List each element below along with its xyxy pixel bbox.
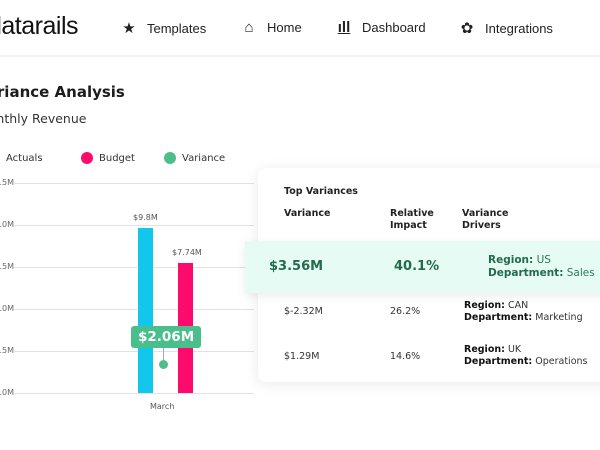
y-tick-label: 0.0M <box>0 388 14 397</box>
legend-label: Budget <box>99 152 135 164</box>
department-label: Department: <box>464 312 533 323</box>
variance-data-label: $2.06M <box>131 326 202 349</box>
legend-swatch <box>164 152 176 164</box>
drivers-cell: Region: UK Department: Operations <box>464 344 587 368</box>
page-title: Variance Analysis <box>0 83 125 101</box>
nav-dashboard[interactable]: ıll Dashboard <box>336 19 426 36</box>
gridline <box>14 351 254 352</box>
legend-actuals[interactable]: Actuals <box>0 152 43 164</box>
impact-cell: 14.6% <box>390 351 421 362</box>
region-value: CAN <box>507 300 529 311</box>
legend-variance[interactable]: Variance <box>164 152 225 164</box>
chart-subtitle: Monthly Revenue <box>0 111 87 126</box>
legend-label: Variance <box>182 152 226 164</box>
variance-point <box>159 360 168 370</box>
nav-label: Dashboard <box>362 20 426 35</box>
department-value: Sales <box>566 267 595 279</box>
col-header: Variance <box>284 208 331 219</box>
department-value: Marketing <box>535 312 583 323</box>
drivers-cell: Region: US Department: Sales <box>488 254 595 280</box>
top-navbar: datarails ★ Templates ⌂ Home ıll Dashboa… <box>0 0 600 57</box>
impact-cell: 26.2% <box>390 306 421 317</box>
card-title: Top Variances <box>284 186 358 197</box>
gridline <box>14 225 254 226</box>
x-tick-label: March <box>150 402 175 411</box>
impact-cell: 40.1% <box>394 259 440 274</box>
y-tick-label: 5.0M <box>0 304 14 313</box>
col-header: Variance Drivers <box>462 208 509 231</box>
variance-connector <box>163 346 164 361</box>
highlighted-variance-row[interactable]: $3.56M 40.1% Region: US Department: Sale… <box>245 241 600 293</box>
region-label: Region: <box>464 300 505 311</box>
department-value: Operations <box>535 356 588 367</box>
gridline <box>14 309 254 310</box>
y-tick-label: 12.5M <box>0 178 14 187</box>
gridline <box>14 267 254 268</box>
department-label: Department: <box>464 356 533 367</box>
nav-label: Home <box>267 20 302 35</box>
region-value: US <box>536 254 551 266</box>
department-label: Department: <box>488 267 564 279</box>
variance-cell: $3.56M <box>269 259 324 274</box>
bar-chart-icon: ıll <box>337 19 351 36</box>
nav-integrations[interactable]: ✿ Integrations <box>459 19 553 37</box>
variance-cell: $1.29M <box>284 351 320 362</box>
region-label: Region: <box>464 344 505 355</box>
nav-home[interactable]: ⌂ Home <box>241 19 302 36</box>
home-icon: ⌂ <box>244 19 254 36</box>
region-value: UK <box>507 344 522 355</box>
legend-budget[interactable]: Budget <box>81 152 135 164</box>
gridline <box>14 393 254 394</box>
variance-cell: $-2.32M <box>284 306 323 317</box>
legend-swatch <box>81 152 93 164</box>
gridline <box>14 183 254 184</box>
bar-label-actuals: $9.8M <box>133 213 158 223</box>
col-header: Relative Impact <box>390 208 434 231</box>
bar-label-budget: $7.74M <box>172 247 202 257</box>
y-tick-label: 10.0M <box>0 220 14 229</box>
region-label: Region: <box>488 254 534 266</box>
drivers-cell: Region: CAN Department: Marketing <box>464 300 583 324</box>
y-tick-label: 2.5M <box>0 346 14 355</box>
y-tick-label: 7.5M <box>0 262 14 271</box>
star-icon: ★ <box>122 20 136 37</box>
nav-label: Templates <box>147 20 207 36</box>
puzzle-icon: ✿ <box>460 20 474 37</box>
bar-actuals <box>138 228 153 393</box>
legend-label: Actuals <box>6 152 43 164</box>
datarails-logo[interactable]: datarails <box>0 12 79 40</box>
nav-templates[interactable]: ★ Templates <box>121 19 206 37</box>
nav-label: Integrations <box>485 20 553 36</box>
